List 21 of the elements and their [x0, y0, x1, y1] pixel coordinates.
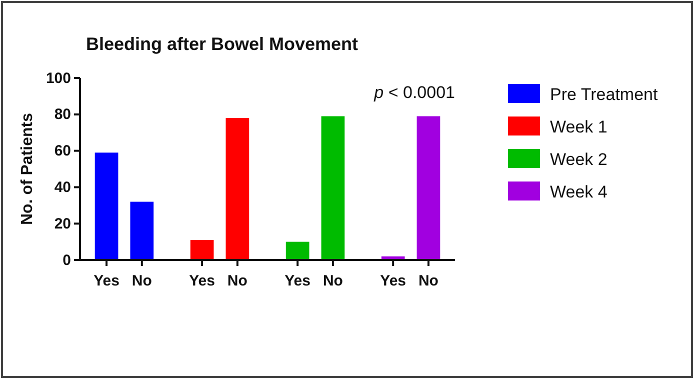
legend-label: Week 2 — [550, 150, 608, 169]
x-tick-label: No — [418, 272, 438, 290]
legend-label: Week 1 — [550, 118, 608, 136]
y-tick-label: 40 — [54, 179, 71, 196]
x-tick-label: Yes — [94, 272, 120, 290]
annotation: p < 0.0001 — [373, 83, 455, 102]
x-tick-label: No — [132, 272, 152, 290]
y-tick-label: 60 — [54, 142, 71, 160]
legend-label: Week 4 — [550, 182, 608, 202]
x-tick-label: Yes — [284, 272, 311, 290]
x-tick-label: Yes — [380, 272, 406, 290]
y-tick-label: 0 — [62, 252, 71, 269]
y-tick-label: 100 — [46, 70, 71, 87]
x-tick-label: No — [227, 272, 248, 290]
chart-title: Bleeding after Bowel Movement — [86, 34, 358, 54]
x-tick-label: Yes — [189, 272, 215, 290]
y-tick-label: 20 — [54, 215, 71, 232]
x-tick-label: No — [322, 272, 343, 290]
y-axis-title: No. of Patients — [19, 112, 36, 226]
y-tick-label: 80 — [54, 106, 71, 124]
legend-label: Pre Treatment — [550, 85, 658, 104]
